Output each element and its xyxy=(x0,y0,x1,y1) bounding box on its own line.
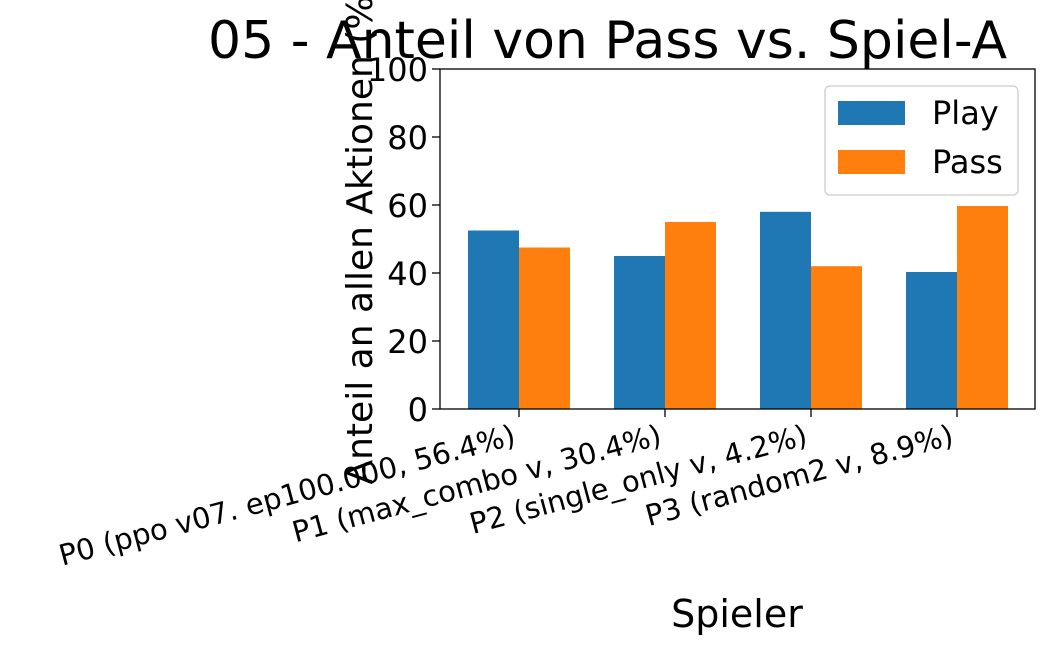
legend-swatch-pass xyxy=(838,150,905,174)
bar-pass-0 xyxy=(519,247,570,409)
y-tick-label-4: 80 xyxy=(387,119,428,157)
y-tick-label-1: 20 xyxy=(387,323,428,361)
legend-label-pass: Pass xyxy=(932,143,1003,181)
chart-title: 05 - Anteil von Pass vs. Spiel-A xyxy=(208,11,1007,71)
bars-layer xyxy=(468,206,1008,409)
x-axis: P0 (ppo v07. ep100.000, 56.4%)P1 (max_co… xyxy=(55,409,958,573)
plot-frame xyxy=(439,68,1036,410)
bar-play-0 xyxy=(468,230,519,409)
bar-play-3 xyxy=(906,271,957,409)
bar-play-1 xyxy=(614,256,665,409)
y-tick-label-2: 40 xyxy=(387,255,428,293)
bar-pass-1 xyxy=(665,222,716,409)
bar-pass-3 xyxy=(957,206,1008,409)
x-axis-label: Spieler xyxy=(671,592,803,636)
bar-play-2 xyxy=(760,211,811,409)
legend: Play Pass xyxy=(824,85,1019,196)
y-tick-label-0: 0 xyxy=(408,391,428,429)
y-tick-label-3: 60 xyxy=(387,187,428,225)
y-axis-label: Anteil an allen Aktionen (% xyxy=(340,0,381,485)
bar-pass-2 xyxy=(811,266,862,409)
legend-swatch-play xyxy=(838,101,905,125)
y-tick-label-5: 100 xyxy=(367,51,428,89)
y-axis: 0 20 40 60 80 100 xyxy=(367,51,440,429)
legend-label-play: Play xyxy=(932,94,999,132)
